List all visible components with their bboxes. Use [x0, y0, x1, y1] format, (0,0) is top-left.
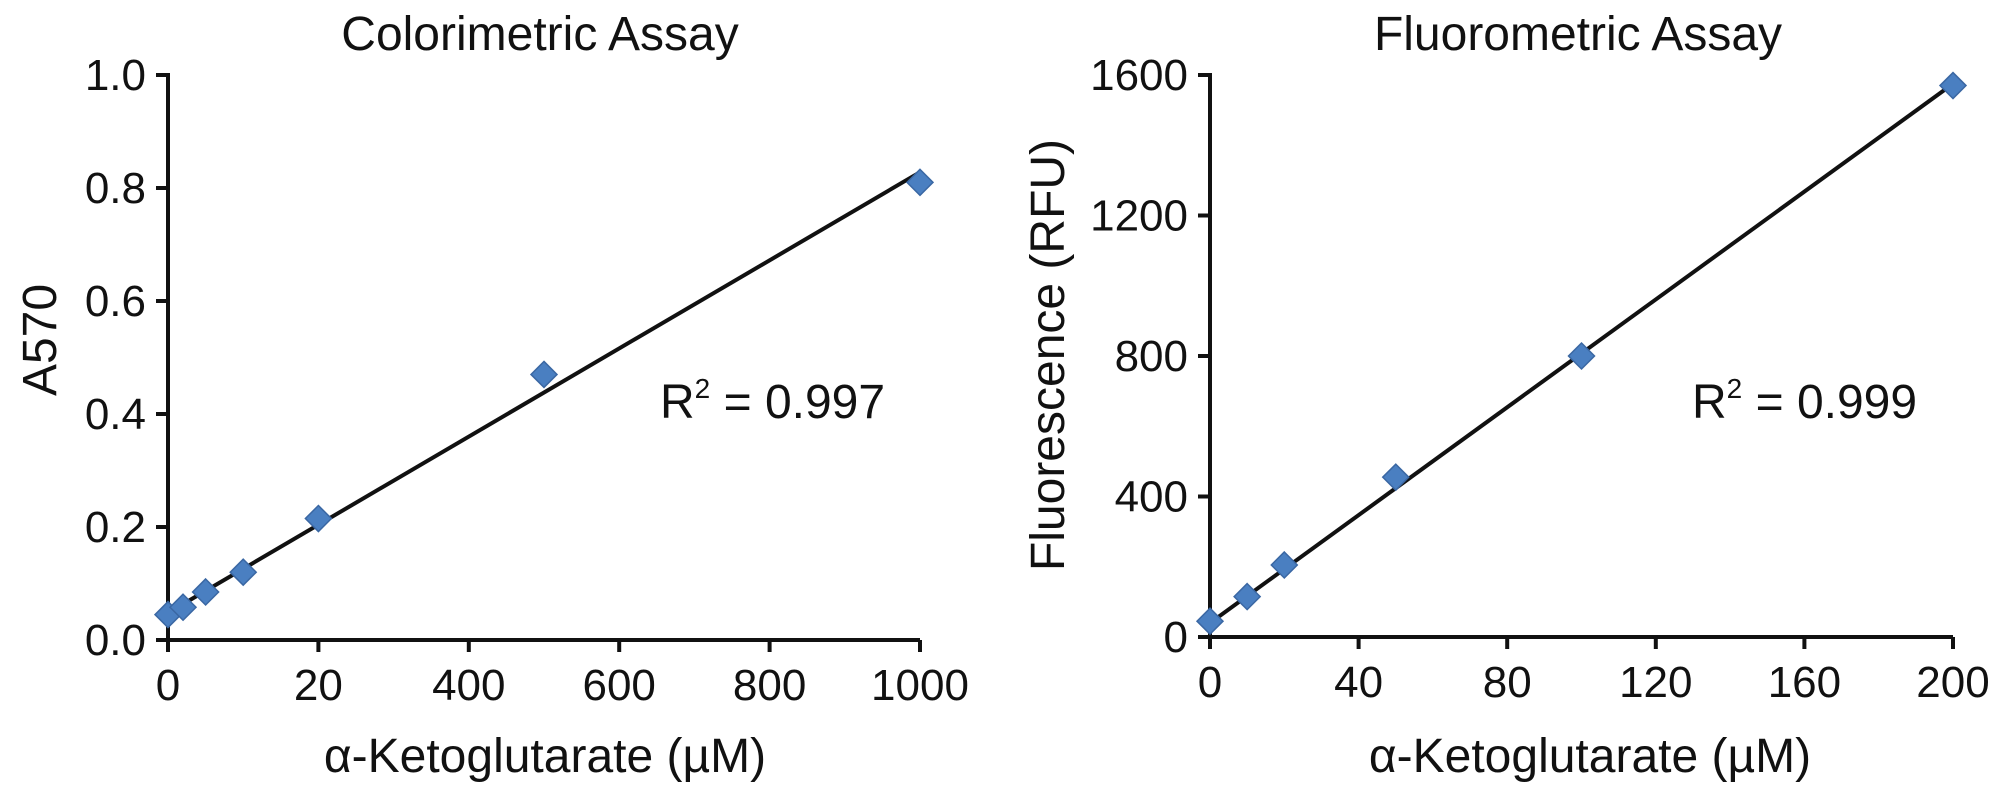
data-point: [1567, 341, 1596, 371]
data-point: [529, 360, 559, 389]
trend-line: [166, 170, 922, 615]
y-tick-label: 800: [1115, 332, 1188, 381]
y-tick-label: 0: [1164, 613, 1188, 662]
x-axis-label: α-Ketoglutarate (µM): [1369, 730, 1811, 783]
x-tick-label: 80: [1483, 658, 1532, 707]
x-tick-label: 600: [582, 661, 655, 710]
r-squared-superscript: 2: [1727, 373, 1743, 404]
r-squared-value: = 0.999: [1742, 376, 1917, 429]
x-tick-label: 800: [733, 661, 806, 710]
x-axis-label: α-Ketoglutarate (µM): [324, 730, 766, 783]
data-point: [168, 593, 198, 622]
x-tick-label: 160: [1768, 658, 1841, 707]
fit-line-group: [166, 170, 922, 615]
x-tick-label: 0: [156, 661, 180, 710]
data-point: [229, 558, 258, 587]
y-tick-label: 0.0: [85, 616, 146, 665]
data-points: [153, 168, 935, 629]
chart-fluorometric: Fluorometric Assay 0 400 800 1200 1600 0 40 80 1…: [1022, 8, 1990, 783]
y-axis-label: A570: [14, 284, 67, 396]
x-tick-label: 400: [432, 661, 505, 710]
x-tick-label: 0: [1198, 658, 1222, 707]
data-point: [1270, 550, 1299, 580]
y-axis-label: Fluorescence (RFU): [1022, 139, 1075, 571]
data-point: [1233, 582, 1262, 611]
r-squared-base: R: [660, 376, 695, 429]
r-squared-annotation: R2 = 0.997: [660, 373, 885, 429]
y-tick-label: 1.0: [85, 51, 146, 100]
data-point: [1938, 71, 1968, 100]
r-squared-base: R: [1692, 376, 1727, 429]
y-tick-label: 0.8: [85, 164, 146, 213]
axes: 0 400 800 1200 1600 0 40 80 120 160 200: [1090, 51, 1990, 707]
x-tick-label: 20: [294, 661, 343, 710]
chart-colorimetric: Colorimetric Assay 0.0 0.2 0.4 0.6 0.8 1.0 0 20…: [14, 8, 969, 783]
data-point: [304, 504, 333, 533]
chart-title: Colorimetric Assay: [341, 8, 738, 61]
data-points: [1195, 71, 1968, 636]
r-squared-annotation: R2 = 0.999: [1692, 373, 1917, 429]
x-tick-label: 1000: [871, 661, 969, 710]
y-tick-label: 1200: [1090, 192, 1188, 241]
y-tick-label: 400: [1115, 473, 1188, 522]
r-squared-value: = 0.997: [710, 376, 885, 429]
data-point: [191, 577, 220, 607]
data-point: [1195, 607, 1225, 636]
data-point: [1381, 463, 1410, 492]
r-squared-superscript: 2: [695, 373, 711, 404]
axes: 0.0 0.2 0.4 0.6 0.8 1.0 0 20 400 600 800 1000: [85, 51, 969, 710]
x-tick-label: 40: [1334, 658, 1383, 707]
data-point: [905, 168, 935, 197]
x-tick-label: 200: [1916, 658, 1989, 707]
y-tick-label: 0.6: [85, 277, 146, 326]
y-tick-label: 0.2: [85, 503, 146, 552]
chart-title: Fluorometric Assay: [1374, 8, 1782, 61]
x-tick-label: 120: [1619, 658, 1692, 707]
y-tick-label: 1600: [1090, 51, 1188, 100]
y-tick-label: 0.4: [85, 390, 146, 439]
